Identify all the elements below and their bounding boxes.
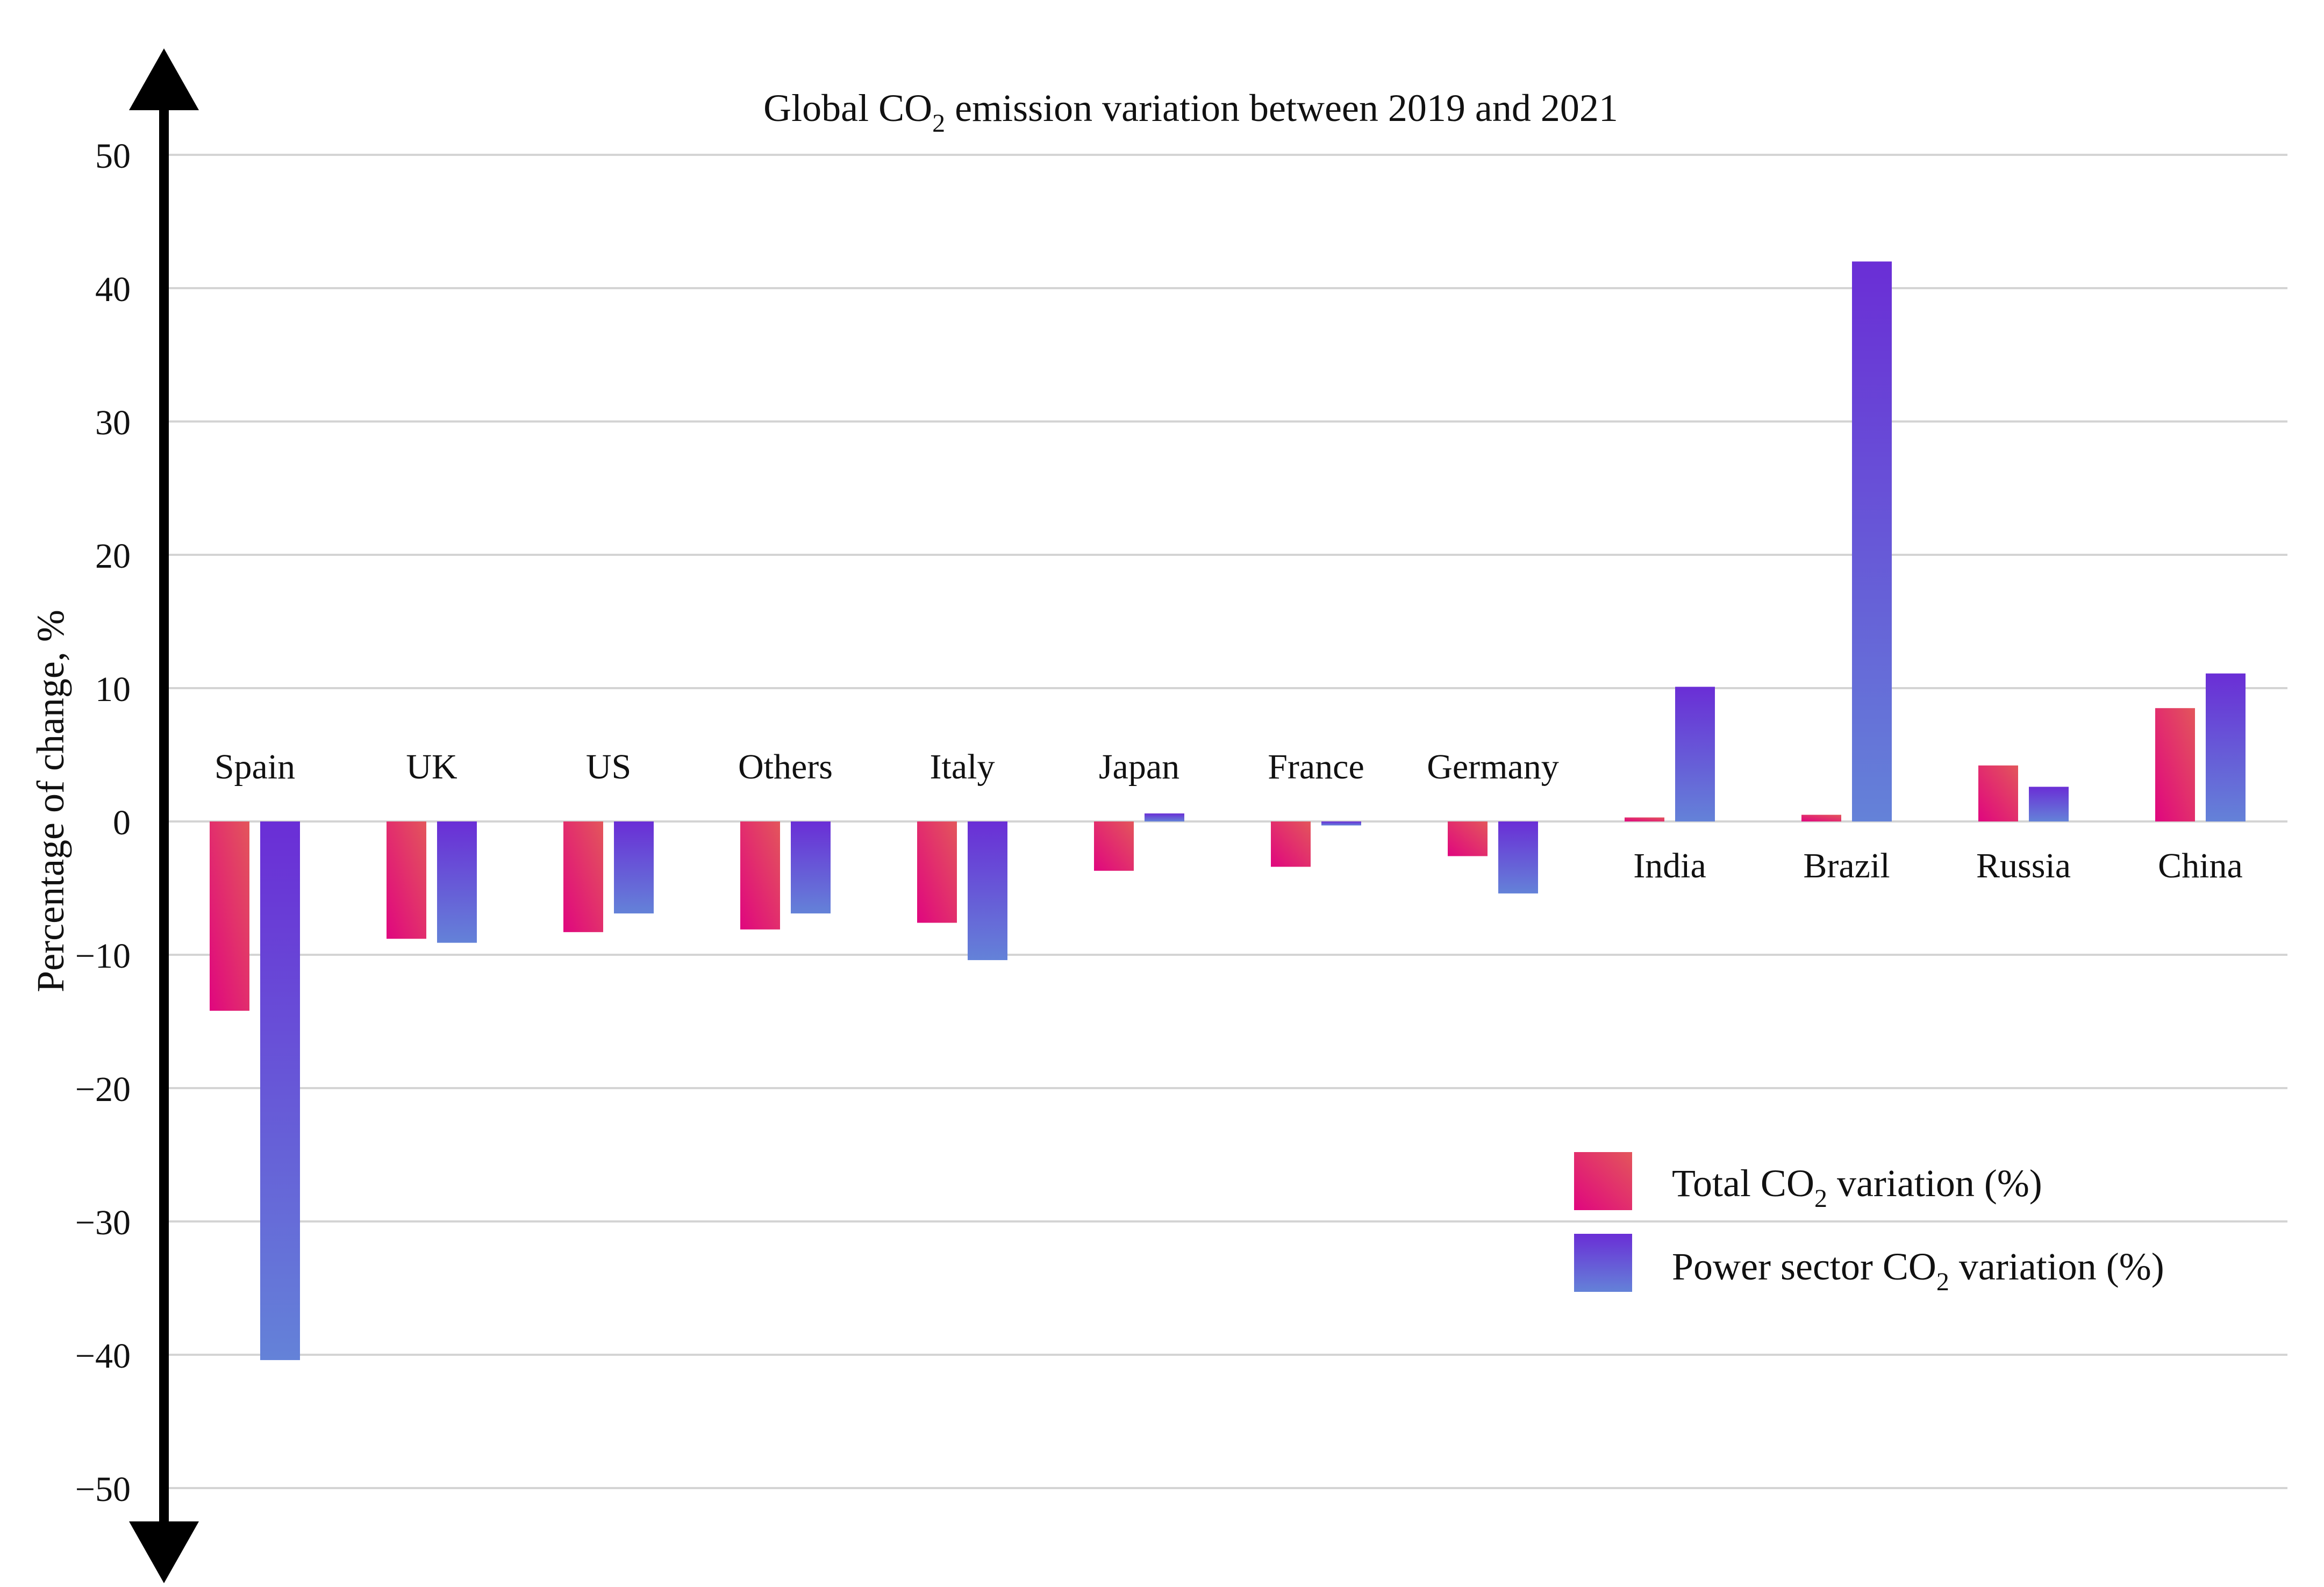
y-tick-label: −30 [75,1203,131,1242]
bar-total-japan [1094,821,1134,871]
y-tick-label: −10 [75,937,131,976]
bar-power-china [2206,673,2246,821]
bar-power-brazil [1852,261,1892,821]
y-tick-labels: 50 40 30 20 10 0 −10 −20 −30 −40 −50 [75,137,131,1509]
bar-power-russia [2029,787,2069,821]
category-label: US [586,747,631,787]
y-tick-label: 0 [113,803,131,842]
bar-power-uk [437,821,477,943]
category-labels: Spain UK US Others Italy Japan France Germany In… [214,747,2243,885]
y-tick-label: 30 [95,403,131,442]
legend-label-power: Power sector CO2 variation (%) [1672,1245,2164,1296]
y-tick-label: 50 [95,137,131,176]
bar-power-france [1321,821,1361,826]
bar-power-india [1675,687,1715,821]
y-tick-label: −50 [75,1470,131,1509]
category-label: India [1633,846,1706,885]
y-tick-label: 20 [95,537,131,576]
y-tick-label: −40 [75,1336,131,1376]
category-label: Japan [1099,747,1179,787]
legend: Total CO2 variation (%) Power sector CO2… [1574,1152,2164,1296]
bar-power-japan [1145,813,1184,821]
bar-total-india [1625,817,1664,821]
bar-power-others [791,821,831,914]
bar-total-china [2155,708,2195,821]
category-label: China [2158,846,2243,885]
bars [210,261,2246,1360]
legend-swatch-total [1574,1152,1632,1210]
bar-power-spain [260,821,300,1360]
category-label: France [1268,747,1364,787]
y-axis-up-arrow [129,48,199,110]
y-tick-label: −20 [75,1070,131,1109]
y-axis-label: Percentage of change, % [29,610,72,992]
y-axis [129,48,199,1583]
bar-power-italy [968,821,1007,960]
category-label: Others [738,747,833,787]
category-label: UK [406,747,457,787]
category-label: Spain [214,747,295,787]
bar-power-us [614,821,654,914]
category-label: Russia [1976,846,2071,885]
y-axis-down-arrow [129,1521,199,1583]
y-tick-label: 10 [95,670,131,709]
bar-total-russia [1978,765,2018,821]
category-label: Germany [1427,747,1559,787]
bar-total-spain [210,821,249,1011]
bar-total-others [740,821,780,930]
bar-total-germany [1448,821,1488,856]
bar-total-uk [387,821,426,939]
bar-total-france [1271,821,1311,867]
bar-total-us [563,821,603,932]
category-label: Italy [930,747,995,787]
bar-total-brazil [1801,814,1841,821]
y-tick-label: 40 [95,270,131,309]
chart-title: Global CO2 emission variation between 20… [763,87,1618,138]
category-label: Brazil [1803,846,1890,885]
gridlines [164,154,2287,1489]
legend-label-total: Total CO2 variation (%) [1672,1162,2042,1213]
legend-swatch-power [1574,1234,1632,1292]
bar-power-germany [1498,821,1538,893]
bar-total-italy [917,821,957,923]
